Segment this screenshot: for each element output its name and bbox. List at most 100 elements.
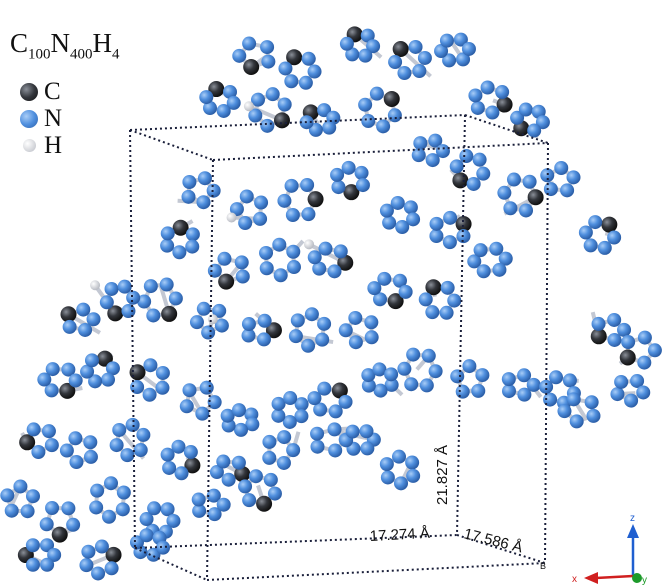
- legend-row: N: [20, 105, 62, 132]
- nitrogen-atom: [523, 175, 537, 189]
- nitrogen-atom: [258, 314, 272, 328]
- nitrogen-atom: [217, 104, 231, 118]
- nitrogen-atom: [5, 504, 19, 518]
- z-label: z: [630, 513, 635, 524]
- nitrogen-atom: [471, 384, 485, 398]
- nitrogen-atom: [26, 558, 40, 572]
- nitrogen-atom: [315, 333, 329, 347]
- nitrogen-atom: [370, 87, 384, 101]
- nitrogen-atom: [268, 487, 282, 501]
- nitrogen-atom: [419, 292, 433, 306]
- corner-label: B: [540, 561, 546, 571]
- nitrogen-atom: [544, 182, 558, 196]
- nitrogen-atom: [579, 225, 593, 239]
- nitrogen-atom: [317, 317, 331, 331]
- legend-swatch: [20, 83, 38, 101]
- cell-edge: [207, 563, 545, 580]
- c-length: 21.827 Å: [434, 445, 451, 505]
- nitrogen-atom: [549, 370, 563, 384]
- nitrogen-atom: [85, 353, 99, 367]
- nitrogen-atom: [554, 161, 568, 175]
- nitrogen-atom: [382, 216, 396, 230]
- nitrogen-atom: [69, 373, 83, 387]
- nitrogen-atom: [42, 424, 56, 438]
- nitrogen-atom: [638, 331, 652, 345]
- nitrogen-atom: [143, 388, 157, 402]
- hydrogen-atom: [208, 314, 218, 324]
- carbon-atom: [243, 59, 259, 75]
- carbon-atom: [161, 306, 177, 322]
- nitrogen-atom: [301, 339, 315, 353]
- nitrogen-atom: [45, 438, 59, 452]
- nitrogen-atom: [540, 168, 554, 182]
- nitrogen-atom: [586, 409, 600, 423]
- nitrogen-atom: [156, 366, 170, 380]
- nitrogen-atom: [305, 307, 319, 321]
- nitrogen-atom: [197, 302, 211, 316]
- count: 100: [28, 46, 51, 62]
- nitrogen-atom: [394, 476, 408, 490]
- nitrogen-atom: [331, 180, 345, 194]
- nitrogen-atom: [217, 252, 231, 266]
- nitrogen-atom: [462, 359, 476, 373]
- nitrogen-atom: [519, 203, 533, 217]
- nitrogen-atom: [412, 64, 426, 78]
- count: 4: [112, 46, 120, 62]
- nitrogen-atom: [441, 281, 455, 295]
- x-axis: [596, 576, 633, 578]
- nitrogen-atom: [284, 74, 298, 88]
- nitrogen-atom: [91, 566, 105, 580]
- nitrogen-atom: [146, 308, 160, 322]
- nitrogen-atom: [322, 121, 336, 135]
- atoms: [0, 26, 662, 580]
- nitrogen-atom: [459, 149, 473, 163]
- nitrogen-atom: [253, 212, 267, 226]
- nitrogen-atom: [328, 264, 342, 278]
- nitrogen-atom: [302, 52, 316, 66]
- nitrogen-atom: [182, 383, 196, 397]
- nitrogen-atom: [339, 323, 353, 337]
- nitrogen-atom: [405, 456, 419, 470]
- nitrogen-atom: [310, 440, 324, 454]
- nitrogen-atom: [380, 204, 394, 218]
- nitrogen-atom: [598, 241, 612, 255]
- nitrogen-atom: [404, 200, 418, 214]
- nitrogen-atom: [195, 407, 209, 421]
- hydrogen-atom: [90, 280, 100, 290]
- nitrogen-atom: [384, 367, 398, 381]
- nitrogen-atom: [155, 381, 169, 395]
- nitrogen-atom: [420, 378, 434, 392]
- nitrogen-atom: [283, 391, 297, 405]
- legend-label: N: [44, 105, 62, 132]
- element: H: [93, 28, 113, 58]
- nitrogen-atom: [567, 170, 581, 184]
- nitrogen-atom: [429, 364, 443, 378]
- nitrogen-atom: [563, 373, 577, 387]
- hydrogen-atom: [304, 239, 314, 249]
- legend-swatch: [23, 139, 36, 152]
- nitrogen-atom: [286, 443, 300, 457]
- nitrogen-atom: [328, 422, 342, 436]
- nitrogen-atom: [182, 175, 196, 189]
- nitrogen-atom: [310, 427, 324, 441]
- carbon-atom: [308, 191, 324, 207]
- screen: 21.827 Å 17.274 Å 17.586 Å B z x y C100N…: [0, 0, 665, 585]
- nitrogen-atom: [413, 136, 427, 150]
- nitrogen-atom: [358, 49, 372, 63]
- nitrogen-atom: [232, 49, 246, 63]
- nitrogen-atom: [235, 255, 249, 269]
- nitrogen-atom: [278, 97, 292, 111]
- nitrogen-atom: [156, 541, 170, 555]
- a-length: 17.274 Å: [369, 525, 430, 545]
- nitrogen-atom: [0, 488, 14, 502]
- nitrogen-atom: [495, 85, 509, 99]
- nitrogen-atom: [648, 343, 662, 357]
- carbon-atom: [601, 217, 617, 233]
- nitrogen-atom: [208, 264, 222, 278]
- hydrogen-atom: [244, 101, 254, 111]
- nitrogen-atom: [95, 540, 109, 554]
- nitrogen-atom: [238, 216, 252, 230]
- nitrogen-atom: [140, 528, 154, 542]
- nitrogen-atom: [90, 484, 104, 498]
- nitrogen-atom: [447, 294, 461, 308]
